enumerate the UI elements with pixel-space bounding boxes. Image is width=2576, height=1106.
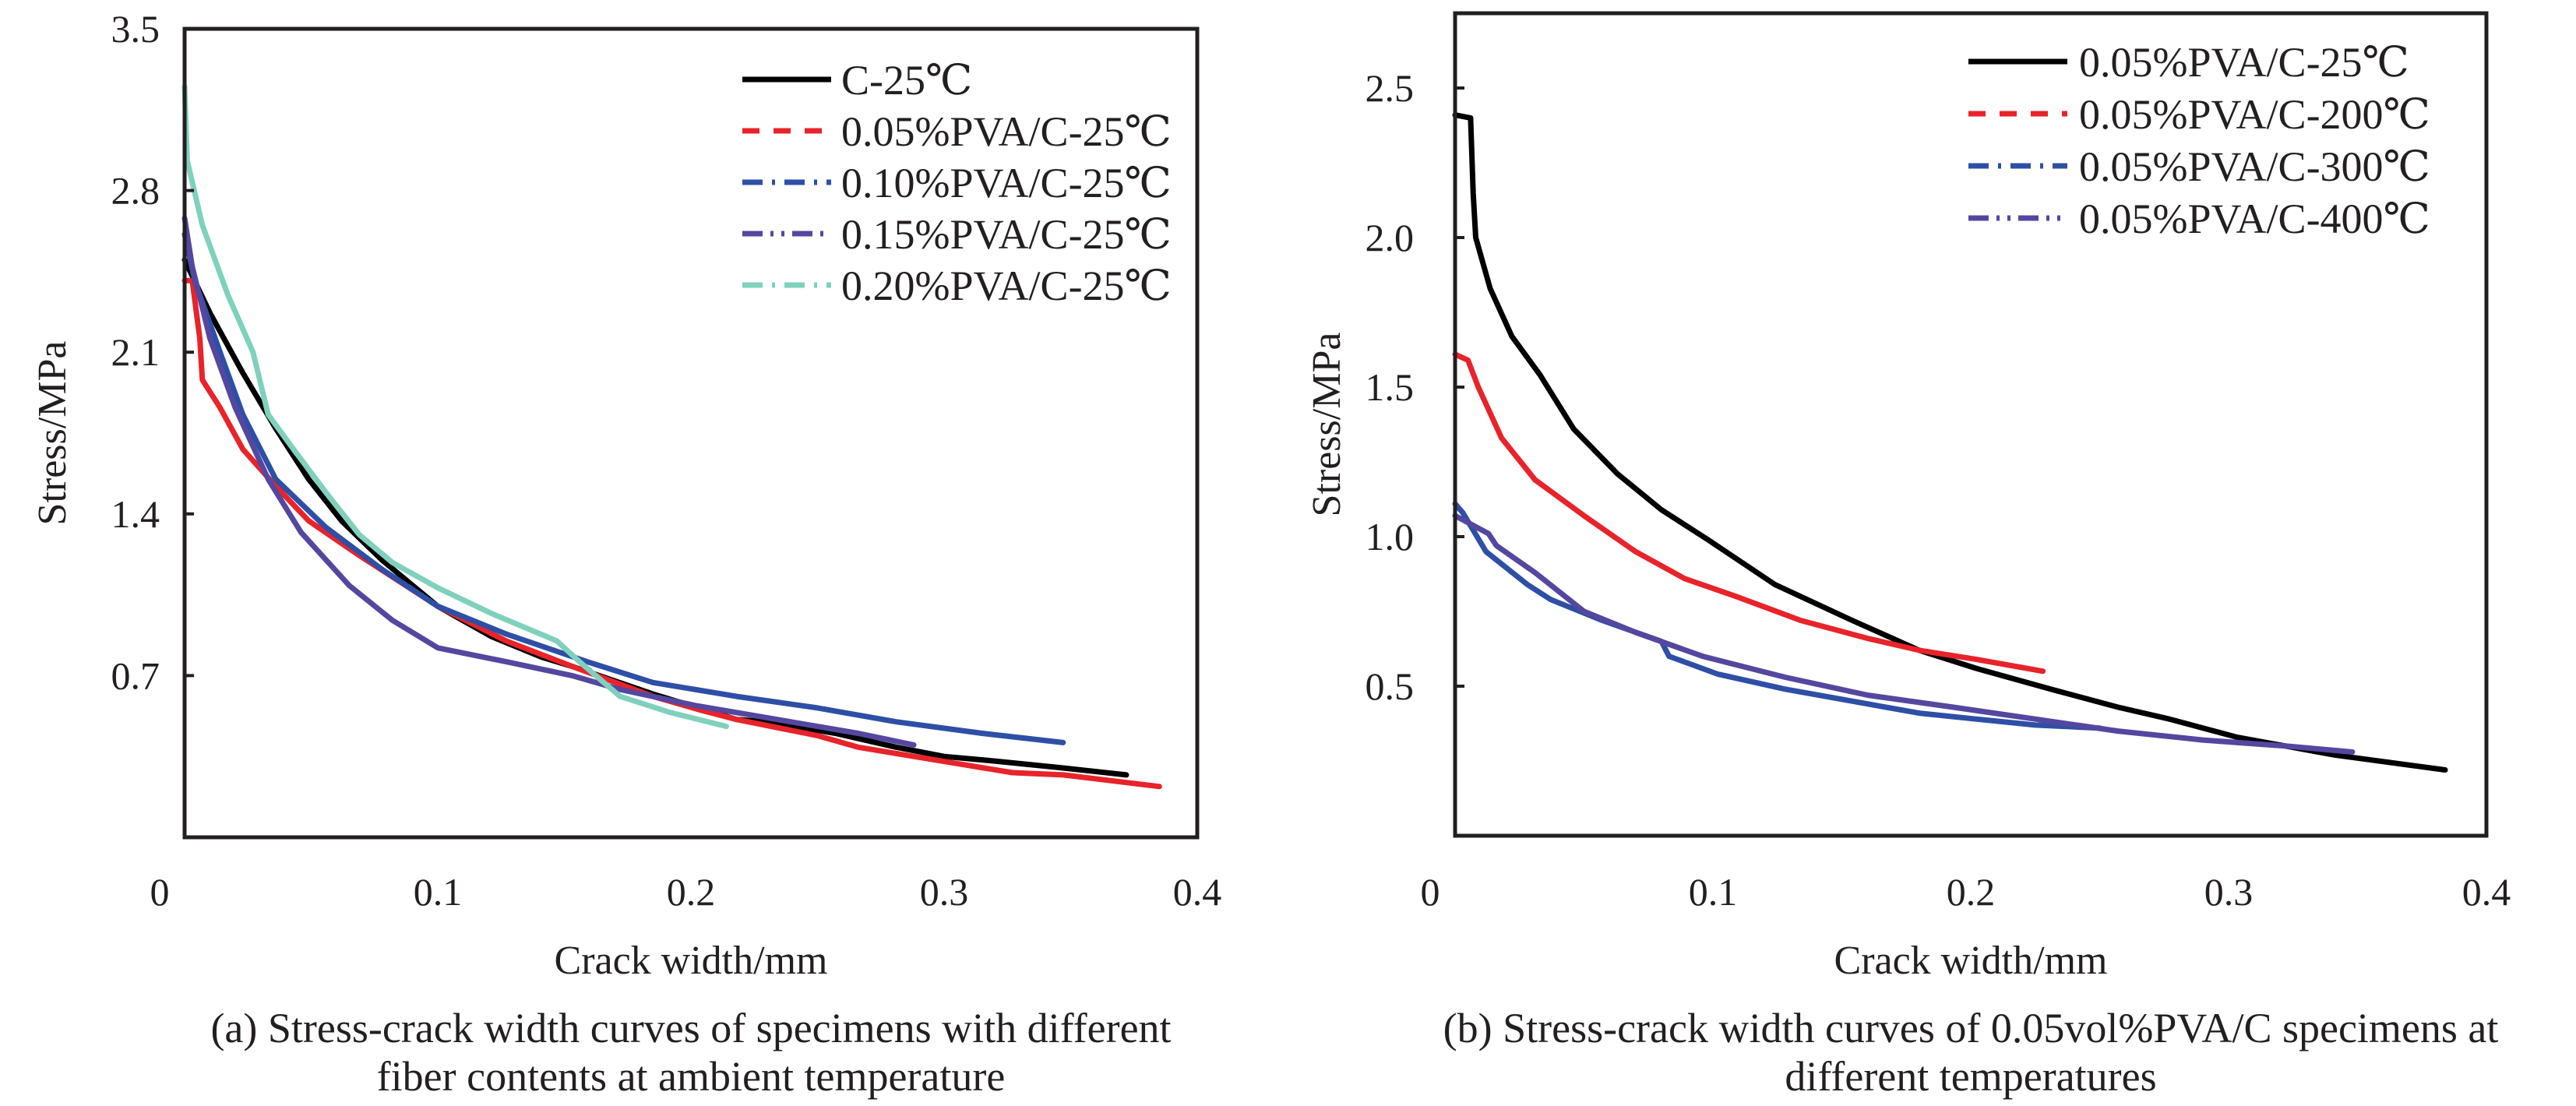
series-line-0-15-pva-c-25- <box>181 215 917 748</box>
panel-a-x-ticks: 0 0.1 0.2 0.3 0.4 <box>150 870 1222 914</box>
x-tick-label: 0.1 <box>414 870 463 914</box>
y-tick-label: 2.8 <box>111 169 160 213</box>
legend-label: C-25℃ <box>841 57 972 104</box>
panel-b: 0.5 1.0 1.5 2.0 2.5 0 0.1 0.2 0.3 0.4 Crack widt… <box>1305 11 2511 1100</box>
x-tick-label: 0.2 <box>667 870 716 914</box>
series-line-0-05-pva-c-200- <box>1452 351 2046 675</box>
panel-b-x-axis-title: Crack width/mm <box>1834 939 2108 983</box>
panel-b-caption-line-1: (b) Stress-crack width curves of 0.05vol… <box>1443 1005 2499 1051</box>
panel-a-x-axis-title: Crack width/mm <box>555 939 828 983</box>
panel-a-plot-frame <box>182 26 1200 840</box>
x-tick-label: 0.3 <box>920 870 969 914</box>
panel-b-legend: 0.05%PVA/C-25℃ 0.05%PVA/C-200℃ 0.05%PVA/C-… <box>1968 39 2430 242</box>
series-line-0-20-pva-c-25- <box>181 83 729 730</box>
panel-a: 0.7 1.4 2.1 2.8 3.5 0 0.1 0.2 0.3 0.4 Crack widt… <box>30 7 1221 1100</box>
y-tick-label: 2.5 <box>1366 66 1415 110</box>
panel-a-y-ticks: 0.7 1.4 2.1 2.8 3.5 <box>111 7 194 697</box>
panel-a-caption-line-2: fiber contents at ambient temperature <box>377 1053 1006 1100</box>
panel-a-legend: C-25℃0.05%PVA/C-25℃ 0.10%PVA/C-25℃ 0.15%PV… <box>742 57 1172 309</box>
y-tick-label: 2.1 <box>111 330 160 374</box>
panel-a-caption-line-1: (a) Stress-crack width curves of specime… <box>210 1005 1171 1051</box>
series-line-0-05-pva-c-25- <box>181 277 1162 790</box>
x-tick-label: 0.4 <box>2462 870 2511 914</box>
legend-label: 0.10%PVA/C-25℃ <box>841 160 1172 206</box>
panel-b-x-ticks: 0 0.1 0.2 0.3 0.4 <box>1421 870 2511 914</box>
panel-b-y-axis-title: Stress/MPa <box>1305 333 1349 517</box>
legend-label: 0.05%PVA/C-25℃ <box>2079 39 2409 86</box>
panel-a-curves <box>181 83 1162 790</box>
y-tick-label: 3.5 <box>111 7 160 51</box>
series-line-0-05-pva-c-300- <box>1452 501 2102 731</box>
panel-b-caption-line-2: different temperatures <box>1785 1053 2156 1100</box>
x-tick-label: 0.1 <box>1689 870 1738 914</box>
y-tick-label: 0.5 <box>1366 664 1415 708</box>
x-tick-label: 0.3 <box>2204 870 2254 914</box>
y-tick-label: 2.0 <box>1366 216 1415 259</box>
legend-label: 0.20%PVA/C-25℃ <box>841 262 1172 309</box>
legend-label: 0.05%PVA/C-25℃ <box>841 108 1172 155</box>
x-tick-label: 0 <box>150 870 170 914</box>
series-line-0-10-pva-c-25- <box>181 231 1066 745</box>
x-tick-label: 0.4 <box>1173 870 1222 914</box>
legend-label: 0.05%PVA/C-300℃ <box>2079 143 2430 190</box>
legend-label: 0.05%PVA/C-400℃ <box>2079 195 2430 242</box>
panel-b-plot-frame <box>1453 11 2489 838</box>
legend-label: 0.05%PVA/C-200℃ <box>2079 91 2430 138</box>
y-tick-label: 0.7 <box>111 653 160 697</box>
panel-b-y-ticks: 0.5 1.0 1.5 2.0 2.5 <box>1366 66 1464 708</box>
panel-a-y-axis-title: Stress/MPa <box>30 341 75 526</box>
series-line-0-05-pva-c-25- <box>1452 112 2448 773</box>
x-tick-label: 0.2 <box>1947 870 1996 914</box>
x-tick-label: 0 <box>1421 870 1440 914</box>
y-tick-label: 1.5 <box>1366 365 1415 409</box>
series-line-0-05-pva-c-400- <box>1452 512 2356 755</box>
y-tick-label: 1.4 <box>111 492 160 536</box>
y-tick-label: 1.0 <box>1366 515 1415 558</box>
legend-label: 0.15%PVA/C-25℃ <box>841 211 1172 258</box>
panel-b-curves <box>1452 112 2448 773</box>
